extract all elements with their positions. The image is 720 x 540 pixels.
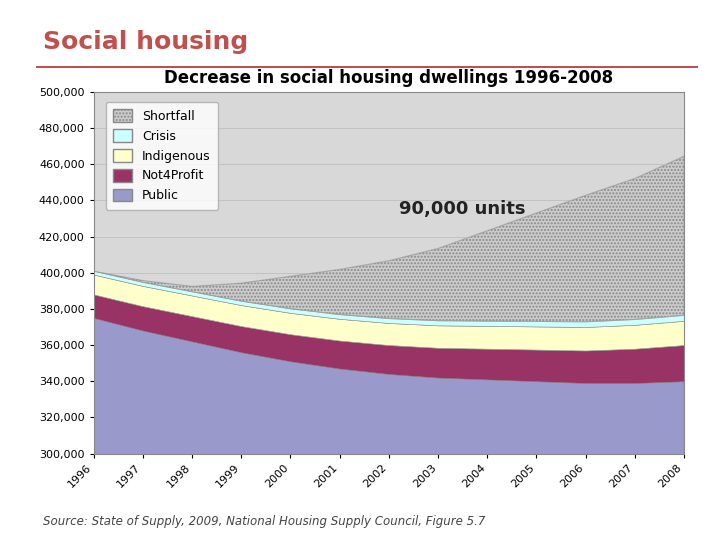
Legend: Shortfall, Crisis, Indigenous, Not4Profit, Public: Shortfall, Crisis, Indigenous, Not4Profi… [106,102,218,210]
Text: Source: State of Supply, 2009, National Housing Supply Council, Figure 5.7: Source: State of Supply, 2009, National … [43,515,485,528]
Title: Decrease in social housing dwellings 1996-2008: Decrease in social housing dwellings 199… [164,70,613,87]
Text: 90,000 units: 90,000 units [400,200,526,218]
Text: Social housing: Social housing [43,30,248,53]
